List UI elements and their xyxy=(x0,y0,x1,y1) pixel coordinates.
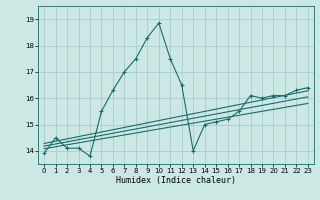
X-axis label: Humidex (Indice chaleur): Humidex (Indice chaleur) xyxy=(116,176,236,185)
